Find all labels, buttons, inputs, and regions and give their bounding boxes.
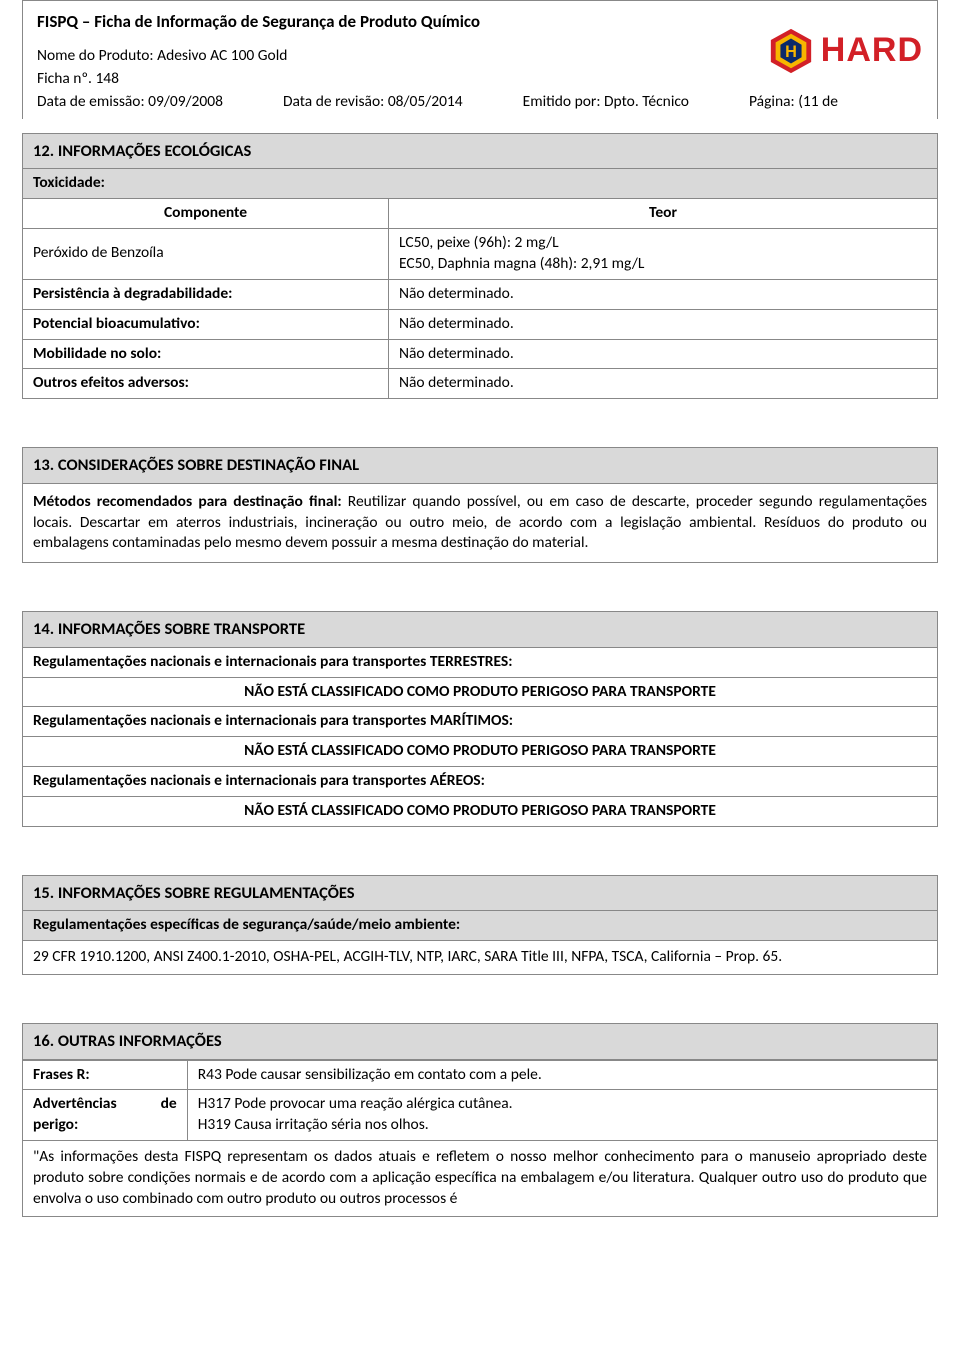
- s14-line3: Regulamentações nacionais e internaciona…: [22, 767, 938, 797]
- s16-table: Frases R: R43 Pode causar sensibilização…: [22, 1060, 938, 1142]
- rev-date: 08/05/2014: [388, 92, 463, 111]
- s12-teor-cell: LC50, peixe (96h): 2 mg/L EC50, Daphnia …: [389, 228, 938, 279]
- brand-logo: H HARD: [767, 27, 923, 75]
- s16-adv-value-2: H319 Causa irritação séria nos olhos.: [198, 1115, 927, 1136]
- s16-adv-values: H317 Pode provocar uma reação alérgica c…: [187, 1090, 937, 1141]
- sheet-label: Ficha nº.: [37, 69, 92, 88]
- s16-note: "As informações desta FISPQ representam …: [22, 1141, 938, 1217]
- product-name: Adesivo AC 100 Gold: [157, 46, 287, 65]
- hex-letter: H: [785, 43, 797, 61]
- emitter-label: Emitido por:: [523, 92, 601, 111]
- s13-title: 13. CONSIDERAÇÕES SOBRE DESTINAÇÃO FINAL: [22, 447, 938, 483]
- s14-title: 14. INFORMAÇÕES SOBRE TRANSPORTE: [22, 611, 938, 647]
- s14-msg3: NÃO ESTÁ CLASSIFICADO COMO PRODUTO PERIG…: [22, 797, 938, 827]
- s16-adv-label: Advertências de perigo:: [23, 1090, 188, 1141]
- s14-msg2: NÃO ESTÁ CLASSIFICADO COMO PRODUTO PERIG…: [22, 737, 938, 767]
- s15-title: 15. INFORMAÇÕES SOBRE REGULAMENTAÇÕES: [22, 875, 938, 911]
- s12-title: 12. INFORMAÇÕES ECOLÓGICAS: [22, 133, 938, 169]
- product-label: Nome do Produto:: [37, 46, 154, 65]
- s12-teor1: LC50, peixe (96h): 2 mg/L: [399, 233, 927, 254]
- page-value: (11 de: [798, 92, 838, 111]
- s16-title: 16. OUTRAS INFORMAÇÕES: [22, 1023, 938, 1059]
- s16-r-value: R43 Pode causar sensibilização em contat…: [187, 1060, 937, 1090]
- s12-tox-label: Toxicidade:: [22, 169, 938, 199]
- page-label: Página:: [749, 92, 795, 111]
- hex-icon: H: [767, 27, 815, 75]
- doc-header: FISPQ – Ficha de Informação de Segurança…: [22, 0, 938, 119]
- s12-teor2: EC50, Daphnia magna (48h): 2,91 mg/L: [399, 254, 927, 275]
- s12-col2: Teor: [389, 199, 938, 228]
- s12-row0-value: Não determinado.: [389, 279, 938, 309]
- s12-col1: Componente: [23, 199, 389, 228]
- s12-component: Peróxido de Benzoíla: [23, 228, 389, 279]
- s15-body: 29 CFR 1910.1200, ANSI Z400.1-2010, OSHA…: [22, 941, 938, 975]
- s14-line2: Regulamentações nacionais e internaciona…: [22, 707, 938, 737]
- brand-text: HARD: [821, 28, 923, 74]
- s12-row2-value: Não determinado.: [389, 339, 938, 369]
- s12-row3-label: Outros efeitos adversos:: [23, 369, 389, 399]
- sheet-no: 148: [95, 69, 119, 88]
- s14-msg1: NÃO ESTÁ CLASSIFICADO COMO PRODUTO PERIG…: [22, 678, 938, 708]
- s13-lead: Métodos recomendados para destinação fin…: [33, 492, 342, 511]
- s13-body: Métodos recomendados para destinação fin…: [22, 484, 938, 564]
- s12-row3-value: Não determinado.: [389, 369, 938, 399]
- rev-label: Data de revisão:: [283, 92, 384, 111]
- issue-date: 09/09/2008: [148, 92, 223, 111]
- s12-row2-label: Mobilidade no solo:: [23, 339, 389, 369]
- s12-row0-label: Persistência à degradabilidade:: [23, 279, 389, 309]
- s14-line1: Regulamentações nacionais e internaciona…: [22, 648, 938, 678]
- s16-adv-value-1: H317 Pode provocar uma reação alérgica c…: [198, 1094, 927, 1115]
- s12-table: Componente Teor Peróxido de Benzoíla LC5…: [22, 199, 938, 399]
- s16-r-label: Frases R:: [23, 1060, 188, 1090]
- s12-row1-value: Não determinado.: [389, 309, 938, 339]
- emitter: Dpto. Técnico: [604, 92, 689, 111]
- s16-adv-label-3: perigo:: [33, 1115, 177, 1136]
- s16-adv-label-1: Advertências: [33, 1094, 117, 1115]
- s16-adv-label-2: de: [161, 1094, 177, 1115]
- s12-row1-label: Potencial bioacumulativo:: [23, 309, 389, 339]
- s15-sub: Regulamentações específicas de segurança…: [22, 911, 938, 941]
- meta-line: Data de emissão: 09/09/2008 Data de revi…: [37, 92, 923, 113]
- issue-label: Data de emissão:: [37, 92, 145, 111]
